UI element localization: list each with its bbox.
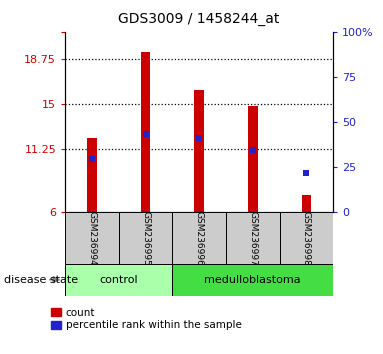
- Text: medulloblastoma: medulloblastoma: [205, 275, 301, 285]
- Text: control: control: [100, 275, 138, 285]
- Text: disease state: disease state: [4, 275, 78, 285]
- Text: GDS3009 / 1458244_at: GDS3009 / 1458244_at: [118, 12, 280, 27]
- Text: GSM236997: GSM236997: [248, 211, 257, 266]
- Bar: [194, 90, 204, 212]
- Bar: [226, 212, 280, 264]
- Bar: [119, 212, 172, 264]
- Text: GSM236998: GSM236998: [302, 211, 311, 266]
- Text: GSM236996: GSM236996: [195, 211, 204, 266]
- Bar: [248, 106, 258, 212]
- Bar: [65, 264, 172, 296]
- Legend: count, percentile rank within the sample: count, percentile rank within the sample: [51, 308, 242, 331]
- Bar: [141, 52, 151, 212]
- Text: GSM236994: GSM236994: [87, 211, 97, 266]
- Bar: [280, 212, 333, 264]
- Bar: [65, 212, 119, 264]
- Bar: [87, 138, 97, 212]
- Bar: [301, 195, 311, 212]
- Text: GSM236995: GSM236995: [141, 211, 150, 266]
- Bar: [172, 264, 333, 296]
- Bar: [172, 212, 226, 264]
